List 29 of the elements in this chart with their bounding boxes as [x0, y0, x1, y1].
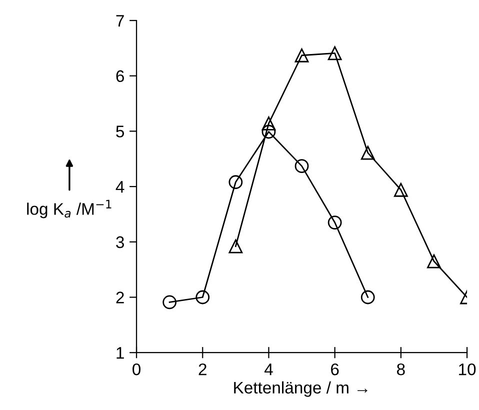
y-tick-label: 7 [116, 15, 124, 27]
point [427, 254, 441, 268]
point [228, 239, 243, 254]
y-tick-label: 2 [116, 292, 124, 304]
y-tick-label: 3 [116, 236, 124, 248]
point [294, 159, 309, 174]
x-tick-label: 10 [459, 363, 476, 376]
x-tick-label: 0 [132, 363, 140, 376]
point [360, 290, 375, 304]
point [196, 290, 210, 304]
y-tick-label: 6 [116, 70, 124, 82]
x-tick-label: 4 [264, 364, 273, 376]
point [162, 295, 177, 310]
y-axis-title: log K$_{a}$ /M$^{−1}$ [27, 200, 112, 218]
point [262, 116, 276, 130]
y-tick-label: 5 [116, 126, 124, 138]
x-axis-title: Kettenlänge / m → [234, 381, 368, 397]
x-tick-label: 2 [198, 363, 206, 376]
x-tick-label: 6 [331, 363, 339, 376]
point [328, 216, 342, 230]
y-tick-label: 4 [116, 181, 124, 193]
point [360, 146, 375, 160]
point [228, 175, 243, 190]
point [394, 182, 408, 197]
y-tick-label: 1 [116, 347, 124, 359]
point [262, 124, 276, 139]
point [328, 46, 342, 60]
x-tick-label: 8 [397, 363, 405, 376]
point [294, 48, 309, 62]
